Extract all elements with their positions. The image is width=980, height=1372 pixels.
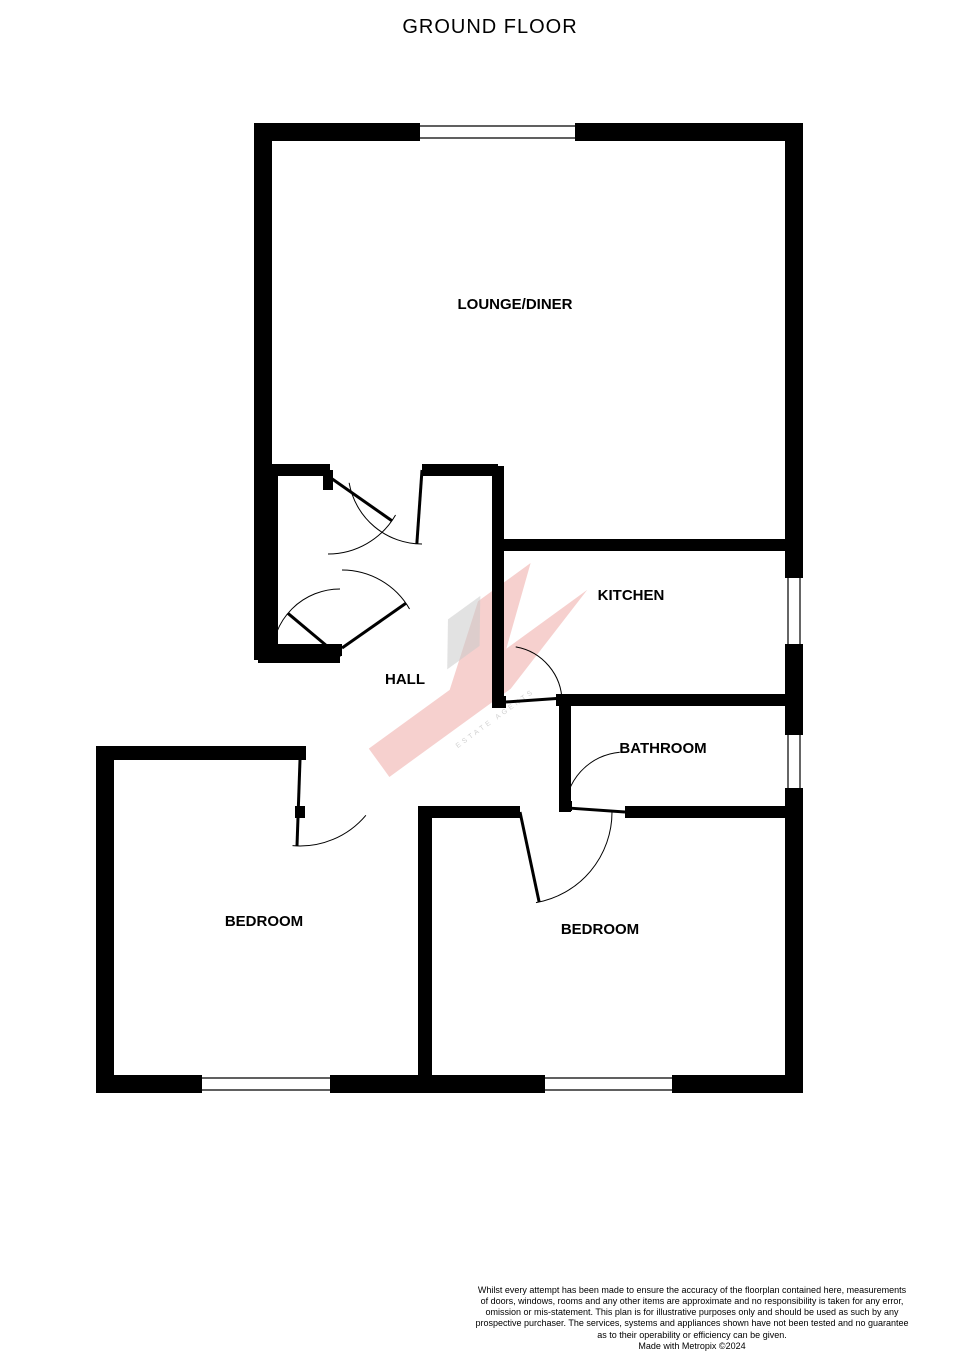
- disclaimer-line: prospective purchaser. The services, sys…: [422, 1318, 962, 1329]
- room-label-lounge: LOUNGE/DINER: [457, 296, 572, 313]
- room-label-bedroom1: BEDROOM: [225, 913, 303, 930]
- door-arc-bath-door: [565, 752, 620, 812]
- disclaimer-line: as to their operability or efficiency ca…: [422, 1330, 962, 1341]
- door-leaf-bed1-door: [297, 760, 300, 846]
- door-arc-lounge-door: [349, 483, 422, 544]
- room-label-bathroom: BATHROOM: [619, 740, 706, 757]
- floorplan-page: GROUND FLOOR ESTATE AGENTS LOUNGE/DINERK…: [0, 0, 980, 1372]
- disclaimer-line: omission or mis-statement. This plan is …: [422, 1307, 962, 1318]
- door-arc-closet-door-2: [342, 570, 410, 609]
- disclaimer-text: Whilst every attempt has been made to en…: [422, 1285, 962, 1353]
- door-leaf-kitchen-door: [506, 698, 562, 702]
- room-label-hall: HALL: [385, 671, 425, 688]
- door-leaf-bath-door: [565, 808, 625, 812]
- door-leaf-lounge-door: [417, 470, 422, 544]
- door-arc-bed1-door: [293, 815, 366, 846]
- door-arc-bed2-door: [536, 812, 612, 903]
- door-leaf-closet-door-2: [342, 603, 406, 648]
- door-leaf-bed2-door: [520, 812, 539, 902]
- disclaimer-line: Made with Metropix ©2024: [422, 1341, 962, 1352]
- doors-layer: [272, 470, 625, 903]
- door-leaf-closet-door-1: [328, 476, 392, 521]
- walls-layer: [96, 123, 803, 1093]
- disclaimer-line: of doors, windows, rooms and any other i…: [422, 1296, 962, 1307]
- disclaimer-line: Whilst every attempt has been made to en…: [422, 1285, 962, 1296]
- room-label-kitchen: KITCHEN: [598, 587, 665, 604]
- watermark-logo: ESTATE AGENTS: [335, 543, 619, 792]
- room-label-bedroom2: BEDROOM: [561, 921, 639, 938]
- floorplan-svg: ESTATE AGENTS LOUNGE/DINER KITCHEN HALL BAT…: [0, 0, 980, 1372]
